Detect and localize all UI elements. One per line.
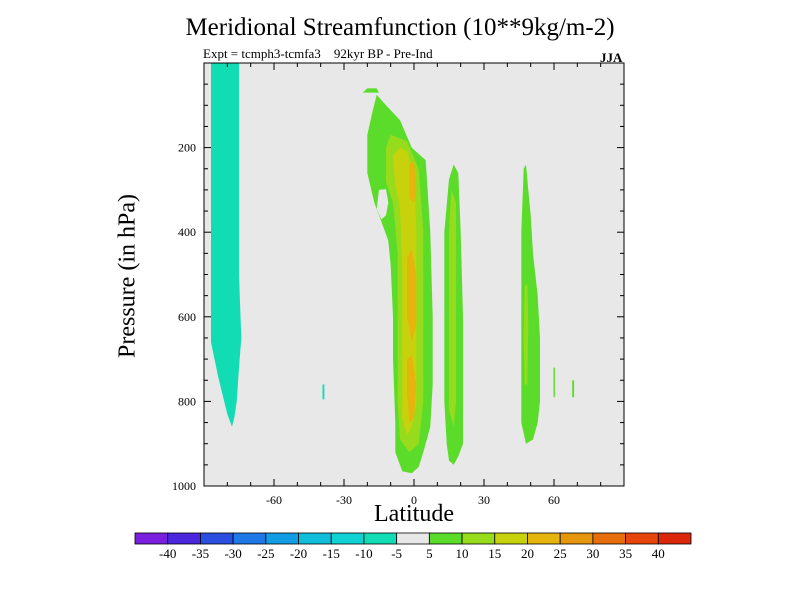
x-tick-label: 30 <box>478 493 490 507</box>
x-axis-title: Latitude <box>374 501 454 527</box>
colorbar-swatch <box>396 532 430 545</box>
colorbar-swatch <box>428 532 463 545</box>
colorbar-swatch <box>200 532 234 545</box>
contour-region-12 <box>523 283 529 385</box>
colorbar-label: 15 <box>488 546 501 561</box>
contour-region-8 <box>409 160 417 203</box>
colorbar-swatch <box>298 532 332 545</box>
contour-region-13 <box>553 367 555 398</box>
x-tick-label: 0 <box>411 493 417 507</box>
colorbar-label: -25 <box>257 546 274 561</box>
colorbar-label: -35 <box>192 546 209 561</box>
colorbar-label: 10 <box>456 546 469 561</box>
y-tick-label: 200 <box>178 141 196 155</box>
colorbar-swatch <box>461 532 496 545</box>
x-tick-label: 60 <box>548 493 560 507</box>
experiment-label: Expt = tcmph3-tcmfa3 <box>203 46 321 61</box>
colorbar-swatch <box>559 532 594 545</box>
colorbar-label: 35 <box>619 546 632 561</box>
colorbar-swatch <box>167 532 201 545</box>
colorbar-swatch <box>625 532 659 545</box>
chart-title: Meridional Streamfunction (10**9kg/m-2) <box>185 14 615 41</box>
contour-region-6 <box>449 189 456 427</box>
colorbar-swatch <box>494 532 528 545</box>
contour-region-3 <box>376 189 389 220</box>
chart-subtitle: Expt = tcmph3-tcmfa3 92kyr BP - Pre-Ind <box>203 46 433 62</box>
colorbar-swatch <box>330 532 365 545</box>
colorbar-label: -15 <box>323 546 340 561</box>
contour-region-1 <box>322 384 325 400</box>
colorbar-label: -40 <box>159 546 176 561</box>
colorbar-label: -20 <box>290 546 307 561</box>
colorbar-swatch <box>527 532 561 545</box>
colorbar-label: 40 <box>652 546 665 561</box>
colorbar-swatch <box>232 532 267 545</box>
season-label: JJA <box>600 50 623 65</box>
y-tick-label: 800 <box>178 394 196 408</box>
contour-region-10 <box>407 354 417 423</box>
contour-region-0 <box>211 63 242 427</box>
y-tick-label: 1000 <box>172 479 196 493</box>
colorbar-swatch <box>592 532 626 545</box>
colorbar-swatch <box>265 532 299 545</box>
period-label: 92kyr BP - Pre-Ind <box>333 46 433 61</box>
colorbar-swatch <box>363 532 398 545</box>
colorbar-label: 20 <box>521 546 534 561</box>
y-tick-label: 400 <box>178 225 196 239</box>
colorbar-label: -5 <box>391 546 402 561</box>
colorbar-label: -10 <box>355 546 372 561</box>
colorbar-label: 30 <box>586 546 599 561</box>
colorbar-swatch <box>134 532 169 545</box>
contour-region-14 <box>572 380 575 398</box>
colorbar-label: -30 <box>224 546 241 561</box>
contour-region-9 <box>407 249 417 343</box>
colorbar-label: 5 <box>426 546 433 561</box>
x-tick-label: -30 <box>336 493 352 507</box>
colorbar-swatch <box>657 532 692 545</box>
y-tick-label: 600 <box>178 310 196 324</box>
colorbar-label: 25 <box>554 546 567 561</box>
contour-region-15 <box>362 88 379 93</box>
x-tick-label: -60 <box>266 493 282 507</box>
